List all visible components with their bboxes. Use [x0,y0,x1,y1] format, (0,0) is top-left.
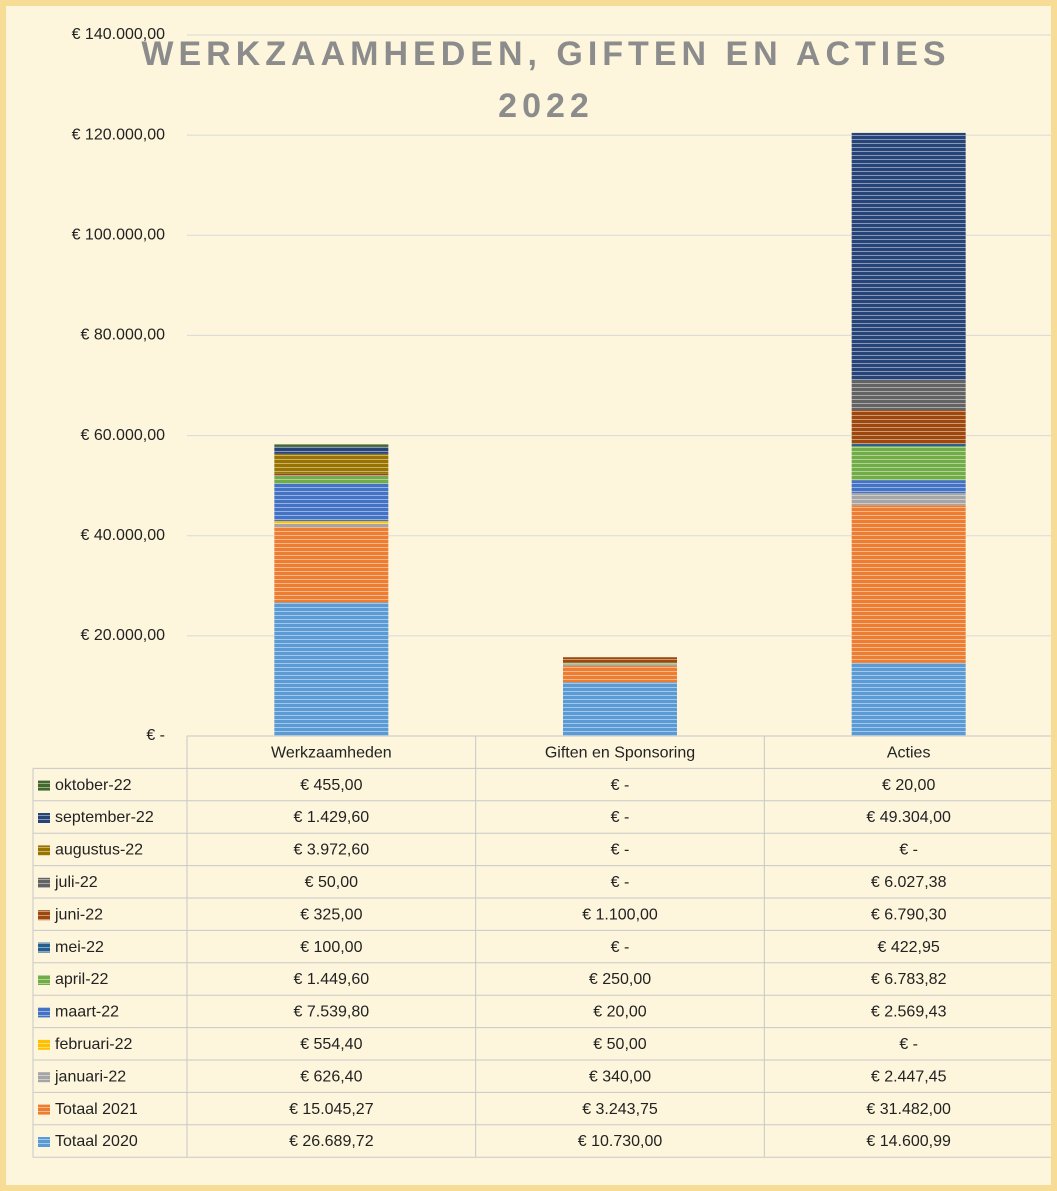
table-cell: € - [611,777,630,794]
table-cell: € 49.304,00 [866,809,951,826]
table-cell: € 626,40 [300,1068,362,1085]
table-cell: € 6.027,38 [871,874,947,891]
y-tick-label: € 80.000,00 [80,327,165,344]
table-cell: € 50,00 [305,874,358,891]
bar-segment [274,527,388,602]
table-cell: € 6.783,82 [871,971,947,988]
bar-segment [274,524,388,527]
y-tick-label: € 20.000,00 [80,627,165,644]
table-cell: € 26.689,72 [289,1133,374,1150]
table-cell: € 31.482,00 [866,1101,951,1118]
legend-label: mei-22 [55,939,104,956]
legend-key [38,781,50,791]
page: € - € 20.000,00 € 40.000,00 € 60.000,00 € 80… [0,0,1057,1191]
legend-label: Totaal 2021 [55,1101,138,1118]
bar-segment [563,682,677,736]
table-cell: € 455,00 [300,777,362,794]
y-tick-label: € 100.000,00 [72,227,166,244]
table-cell: € 2.569,43 [871,1004,947,1021]
bar-segment [274,602,388,736]
table-cell: € 7.539,80 [294,1004,370,1021]
bar-segment [274,476,388,477]
bar-segment [852,133,966,380]
bar-segment [852,480,966,493]
chart-title: WERKZAAMHEDEN, GIFTEN EN ACTIES 2022 [116,28,976,132]
table-cell: € 10.730,00 [578,1133,663,1150]
table-cell: € 1.449,60 [294,971,370,988]
legend-key [38,910,50,920]
table-cell: € 14.600,99 [866,1133,951,1150]
table-cell: € 20,00 [593,1004,646,1021]
table-cell: € - [611,874,630,891]
legend-label: april-22 [55,971,108,988]
legend-key [38,1007,50,1017]
table-cell: € 15.045,27 [289,1101,374,1118]
table-cell: € 3.972,60 [294,842,370,859]
table-cell: € - [899,1036,918,1053]
table-cell: € 50,00 [593,1036,646,1053]
legend-key [38,1072,50,1082]
bar-segment [274,474,388,476]
table-cell: € 340,00 [589,1068,651,1085]
bar-segment [563,657,677,663]
table-cell: € - [611,842,630,859]
chart: € - € 20.000,00 € 40.000,00 € 60.000,00 € 80… [0,0,1057,1191]
x-tick-label: Acties [887,744,931,761]
legend-label: juli-22 [54,874,98,891]
bar-segment [274,454,388,474]
x-tick-label: Giften en Sponsoring [545,744,695,761]
bar-segment [274,483,388,521]
table-cell: € 100,00 [300,939,362,956]
bar-segment [563,664,677,666]
y-tick-label: € 60.000,00 [80,427,165,444]
table-cell: € 1.100,00 [582,906,658,923]
legend-label: februari-22 [55,1036,132,1053]
legend-key [38,813,50,823]
bar-segment [852,380,966,410]
x-tick-label: Werkzaamheden [271,744,392,761]
legend-key [38,975,50,985]
legend-label: maart-22 [55,1004,119,1021]
bar-segment [274,476,388,483]
bar-segment [852,444,966,446]
legend-key [38,943,50,953]
table-cell: € 1.429,60 [294,809,370,826]
y-tick-label: € - [146,727,165,744]
table-cell: € 422,95 [878,939,940,956]
bar-segment [274,444,388,446]
legend-label: Totaal 2020 [55,1133,138,1150]
table-cell: € - [611,939,630,956]
y-tick-label: € 40.000,00 [80,527,165,544]
bar-segment [274,447,388,454]
bar-segment [852,446,966,480]
table-cell: € 3.243,75 [582,1101,658,1118]
table-cell: € 20,00 [882,777,935,794]
bar-segment [852,663,966,736]
legend-key [38,1105,50,1115]
table-cell: € 250,00 [589,971,651,988]
legend-label: september-22 [55,809,154,826]
legend-key [38,845,50,855]
legend-label: augustus-22 [55,842,143,859]
legend-key [38,878,50,888]
table-cell: € 554,40 [300,1036,362,1053]
bar-segment [852,505,966,663]
table-cell: € - [899,842,918,859]
bar-segment [852,410,966,444]
legend-key [38,1137,50,1147]
table-cell: € 325,00 [300,906,362,923]
legend-label: januari-22 [54,1068,126,1085]
bar-segment [563,663,677,664]
bar-segment [852,493,966,505]
table-cell: € - [611,809,630,826]
bar-segment [274,521,388,524]
table-cell: € 6.790,30 [871,906,947,923]
legend-label: juni-22 [54,906,103,923]
legend-key [38,1040,50,1050]
bar-segment [563,666,677,682]
legend-label: oktober-22 [55,777,132,794]
table-cell: € 2.447,45 [871,1068,947,1085]
